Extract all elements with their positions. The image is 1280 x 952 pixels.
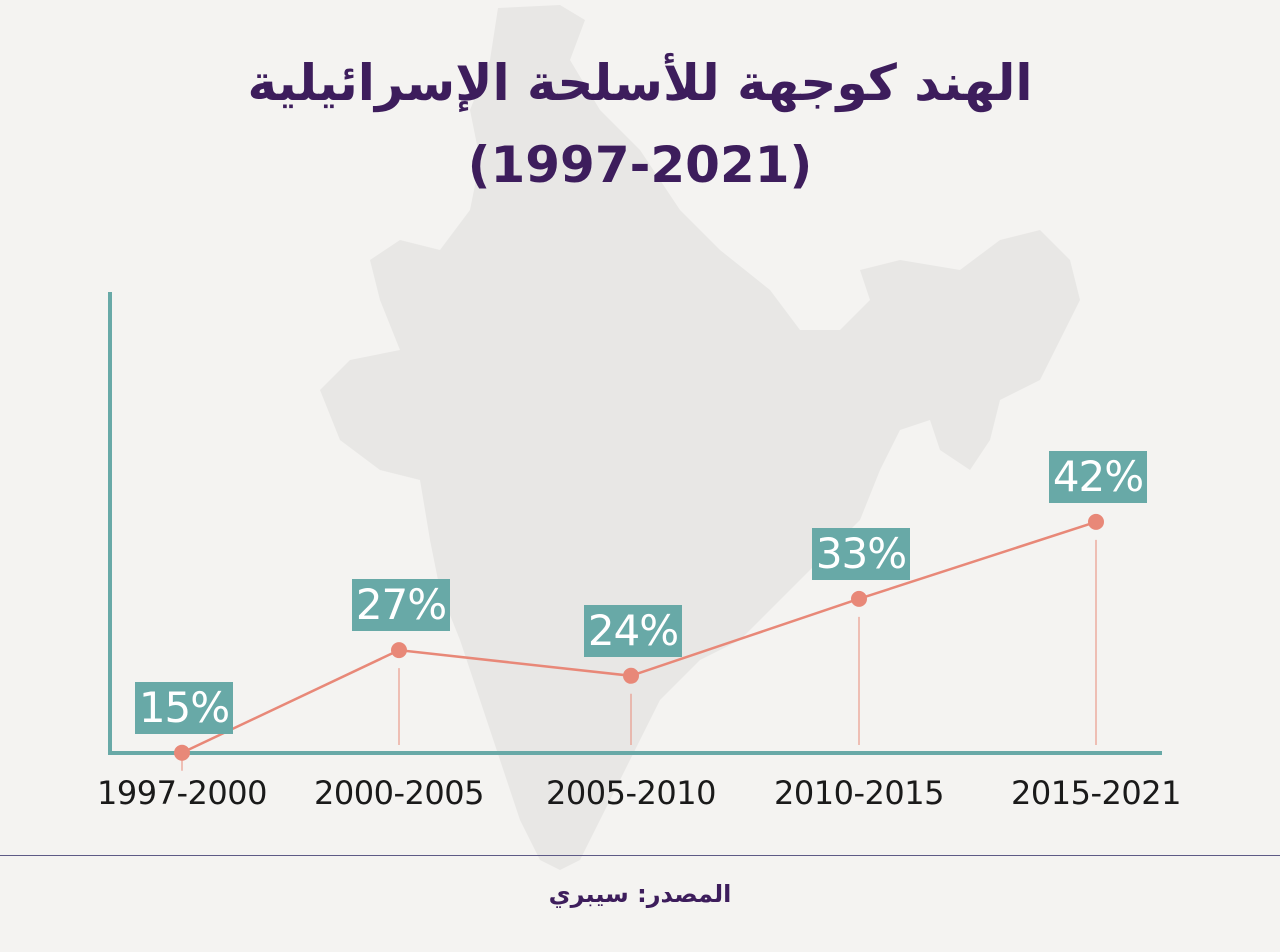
x-tick-label-2005-2010: 2005-2010 <box>546 774 716 812</box>
data-point-2015-2021 <box>1088 513 1104 530</box>
source-divider <box>0 855 1280 856</box>
data-point-2005-2010 <box>623 667 639 684</box>
value-label-2015-2021: 42% <box>1049 450 1147 503</box>
x-tick-label-2010-2015: 2010-2015 <box>774 774 944 812</box>
value-label-2005-2010: 24% <box>584 604 682 657</box>
value-label-2000-2005: 27% <box>352 579 450 632</box>
source-credit: المصدر: سيبري <box>548 880 732 908</box>
chart-title: الهند كوجهة للأسلحة الإسرائيلية <box>247 54 1033 112</box>
india-map-silhouette <box>320 5 1080 870</box>
value-label-1997-2000: 15% <box>135 681 233 734</box>
x-tick-label-1997-2000: 1997-2000 <box>97 774 267 812</box>
data-point-1997-2000 <box>174 744 190 761</box>
data-point-2010-2015 <box>851 590 867 607</box>
data-point-2000-2005 <box>391 642 407 659</box>
x-tick-label-2000-2005: 2000-2005 <box>314 774 484 812</box>
x-tick-label-2015-2021: 2015-2021 <box>1011 774 1181 812</box>
value-label-2010-2015: 33% <box>812 527 910 580</box>
chart-subtitle-years: (1997-2021) <box>467 136 813 194</box>
